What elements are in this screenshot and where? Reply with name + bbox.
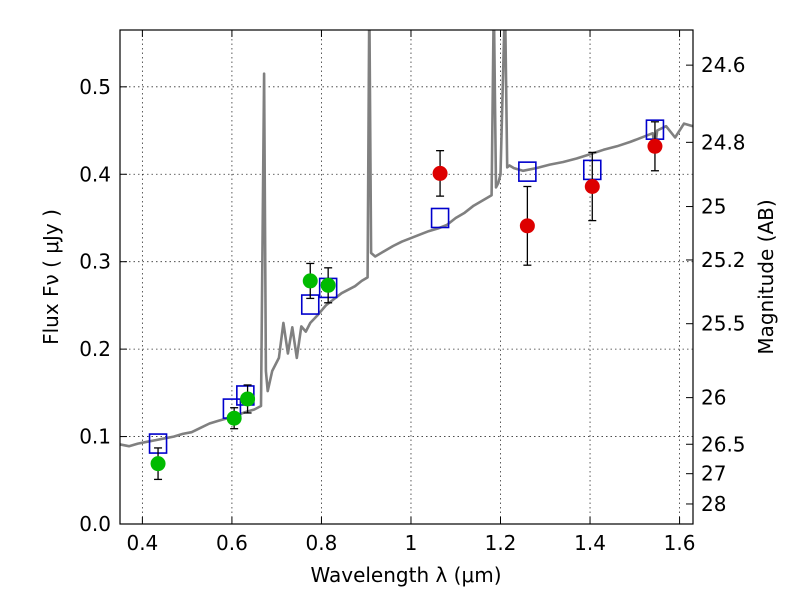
y-tick-label: 0.1 [79, 425, 111, 449]
right-axis-title: Magnitude (AB) [754, 199, 778, 354]
model-flux-square [430, 207, 450, 229]
markers [148, 119, 665, 481]
y-tick-label: 0.2 [79, 337, 111, 361]
y-axis-title: Flux Fν ( μJy ) [39, 209, 63, 345]
model-flux-square [518, 161, 537, 182]
x-axis-title: Wavelength λ (μm) [310, 563, 501, 587]
x-tick-label: 1.2 [485, 531, 517, 555]
x-tick-label: 0.8 [306, 531, 338, 555]
y-tick-label: 0.4 [79, 162, 111, 186]
right-tick-label: 27 [701, 462, 726, 486]
y-tick-label: 0.0 [79, 512, 111, 536]
observed-flux-green-point [302, 273, 318, 289]
observed-flux-green-point [150, 456, 166, 472]
right-tick-label: 25.2 [701, 248, 746, 272]
x-tick-label: 1 [405, 531, 418, 555]
right-tick-label: 24.6 [701, 53, 746, 77]
observed-flux-red-point [432, 165, 448, 181]
observed-flux-red-point [647, 138, 663, 154]
observed-flux-green-point [226, 410, 242, 426]
right-tick-label: 26.5 [701, 432, 746, 456]
ticks: 0.4 0.6 0.8 1 1.2 1.4 1.6 0.0 0.1 0.2 0.3 0.4 0.5 24.… [79, 30, 746, 555]
y-tick-label: 0.5 [79, 75, 111, 99]
observed-flux-green-point [320, 277, 336, 293]
observed-flux-red-point [519, 218, 535, 234]
right-tick-label: 28 [701, 492, 726, 516]
x-tick-label: 0.4 [126, 531, 158, 555]
plot-frame [119, 29, 694, 525]
right-tick-label: 24.8 [701, 130, 746, 154]
x-tick-label: 0.6 [216, 531, 248, 555]
x-tick-label: 1.6 [664, 531, 696, 555]
observed-flux-green-point [240, 391, 256, 407]
observed-flux-red-point [584, 179, 600, 195]
right-tick-label: 26 [701, 386, 726, 410]
right-tick-label: 25 [701, 195, 726, 219]
y-tick-label: 0.3 [79, 250, 111, 274]
x-tick-label: 1.4 [574, 531, 606, 555]
right-tick-label: 25.5 [701, 312, 746, 336]
